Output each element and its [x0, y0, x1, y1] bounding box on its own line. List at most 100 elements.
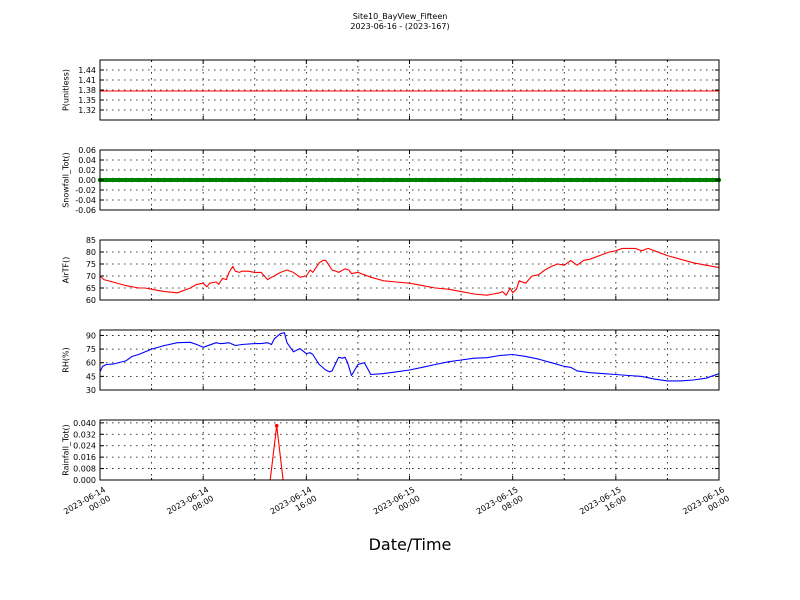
data-point	[123, 177, 128, 183]
y-axis-label: Rainfall_Tot()	[62, 424, 71, 476]
y-axis-label: Snowfall_Tot()	[62, 152, 71, 208]
data-point	[581, 177, 586, 183]
y-tick-label: 70	[86, 272, 96, 281]
data-point	[400, 177, 406, 183]
y-tick-label: 0.024	[73, 442, 96, 451]
data-point	[265, 177, 270, 183]
data-point	[516, 177, 522, 183]
y-tick-label: 1.32	[78, 106, 96, 115]
data-point	[658, 177, 664, 183]
data-point	[304, 177, 309, 183]
data-point	[381, 177, 386, 183]
data-point	[536, 177, 541, 183]
data-point	[478, 177, 483, 183]
data-point	[155, 177, 161, 183]
data-point	[458, 177, 464, 183]
data-point	[142, 177, 148, 183]
data-point	[497, 177, 502, 183]
y-tick-label: 1.44	[78, 66, 96, 75]
y-tick-label: 0.008	[73, 465, 96, 474]
data-point	[529, 177, 535, 183]
grid-lines	[99, 420, 720, 481]
data-point	[433, 177, 438, 183]
y-tick-label: 0.00	[78, 176, 96, 185]
data-point	[600, 177, 606, 183]
data-point	[413, 177, 419, 183]
y-tick-label: -0.06	[75, 206, 96, 215]
data-point	[297, 177, 303, 183]
data-point	[652, 177, 657, 183]
y-tick-label: 65	[86, 284, 96, 293]
data-point	[594, 177, 599, 183]
chart-title: Site10_BayView_Fifteen	[353, 12, 448, 21]
data-point	[568, 177, 573, 183]
data-point	[407, 177, 412, 183]
data-point	[555, 177, 561, 183]
chart-subtitle: 2023-06-16 - (2023-167)	[350, 22, 449, 31]
data-point	[200, 177, 206, 183]
data-point	[452, 177, 457, 183]
series-line	[99, 247, 720, 296]
data-point	[278, 177, 283, 183]
y-tick-label: 90	[86, 331, 96, 340]
data-point	[626, 177, 631, 183]
data-point	[317, 177, 322, 183]
data-point	[233, 177, 238, 183]
y-tick-label: 75	[86, 260, 96, 269]
data-point	[445, 177, 451, 183]
data-point	[420, 177, 425, 183]
data-point	[542, 177, 548, 183]
data-point	[104, 177, 109, 183]
y-tick-label: 60	[86, 359, 96, 368]
data-point	[220, 177, 225, 183]
data-point	[355, 177, 361, 183]
y-tick-label: -0.04	[75, 196, 96, 205]
data-point	[162, 177, 167, 183]
data-point	[587, 177, 593, 183]
y-tick-label: 1.35	[78, 96, 96, 105]
data-point	[194, 177, 199, 183]
data-point	[394, 177, 399, 183]
grid-lines	[99, 239, 720, 301]
data-point	[136, 177, 141, 183]
y-tick-label: 75	[86, 345, 96, 354]
data-point	[710, 177, 715, 183]
grid-lines	[99, 60, 720, 120]
series-line	[100, 425, 719, 481]
data-point	[213, 177, 219, 183]
series-line	[99, 332, 720, 382]
data-point	[349, 177, 354, 183]
data-point	[368, 177, 374, 183]
data-point	[207, 177, 212, 183]
y-tick-label: 0.016	[73, 453, 96, 462]
data-point	[574, 177, 580, 183]
panel-2: 0.060.040.020.00-0.02-0.04-0.06 Snowfall_…	[62, 146, 722, 215]
panel-1: 1.441.411.381.351.32 P(unitless)	[62, 59, 720, 121]
data-point	[504, 177, 509, 183]
data-point	[226, 177, 232, 183]
y-tick-label: 1.41	[78, 76, 96, 85]
grid-lines	[99, 330, 720, 391]
data-point	[523, 177, 528, 183]
y-tick-label: 30	[86, 386, 96, 395]
y-tick-label: 85	[86, 236, 96, 245]
data-point	[491, 177, 496, 183]
x-axis-label: Date/Time	[369, 535, 452, 554]
y-tick-label: 0.040	[73, 419, 96, 428]
data-point	[691, 177, 696, 183]
data-point	[181, 177, 187, 183]
data-point	[188, 177, 193, 183]
data-point	[329, 177, 335, 183]
data-point	[665, 177, 670, 183]
data-point	[117, 177, 122, 183]
y-axis-label: RH(%)	[62, 347, 71, 372]
data-point	[703, 177, 709, 183]
data-point	[252, 177, 257, 183]
y-tick-label: 0.04	[78, 156, 96, 165]
